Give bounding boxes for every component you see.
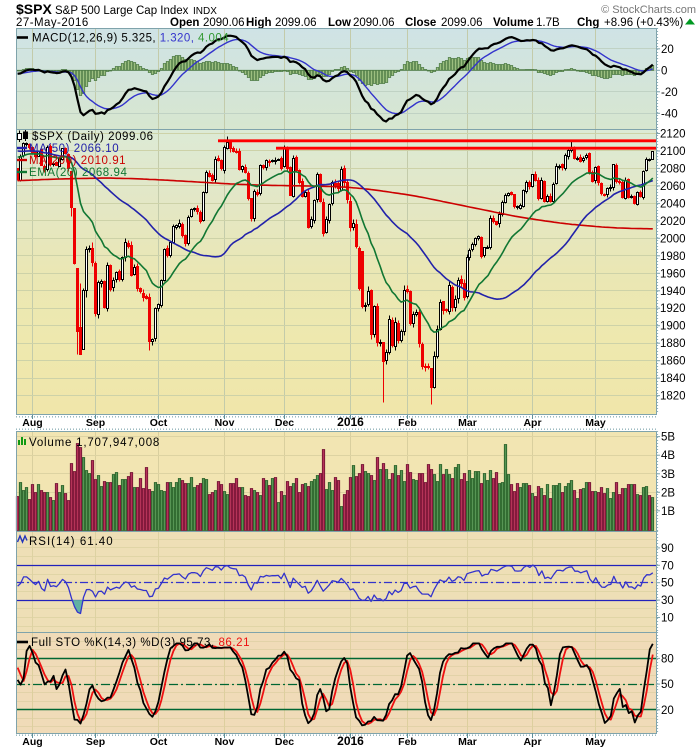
- svg-text:50: 50: [661, 679, 674, 691]
- svg-text:2090.06: 2090.06: [353, 17, 395, 29]
- svg-text:70: 70: [661, 560, 674, 572]
- svg-text:Open: Open: [170, 17, 199, 29]
- svg-text:$SPX: $SPX: [16, 1, 52, 17]
- svg-text:Close: Close: [405, 17, 436, 29]
- svg-text:Feb: Feb: [398, 417, 417, 429]
- svg-text:1900: 1900: [660, 321, 686, 333]
- svg-text:2000: 2000: [660, 233, 686, 245]
- svg-text:2099.06: 2099.06: [275, 17, 317, 29]
- svg-text:EMA(20) 2068.94: EMA(20) 2068.94: [29, 167, 127, 179]
- svg-text:2120: 2120: [660, 129, 686, 141]
- svg-text:4B: 4B: [661, 450, 675, 462]
- svg-text:Apr: Apr: [523, 417, 541, 429]
- svg-text:-20: -20: [661, 87, 678, 99]
- svg-text:2040: 2040: [660, 198, 686, 210]
- svg-text:2020: 2020: [660, 216, 686, 228]
- svg-text:© StockCharts.com: © StockCharts.com: [601, 4, 696, 16]
- svg-text:MA(50) 2066.10: MA(50) 2066.10: [29, 143, 119, 155]
- svg-text:Dec: Dec: [275, 417, 294, 429]
- svg-text:Mar: Mar: [458, 736, 477, 748]
- svg-text:2060: 2060: [660, 181, 686, 193]
- svg-text:2080: 2080: [660, 163, 686, 175]
- svg-text:1B: 1B: [661, 506, 675, 518]
- svg-text:1.7B: 1.7B: [536, 17, 560, 29]
- svg-text:2B: 2B: [661, 487, 675, 499]
- svg-text:10: 10: [661, 613, 674, 625]
- svg-text:$SPX (Daily) 2099.06: $SPX (Daily) 2099.06: [32, 131, 154, 143]
- svg-text:2090.06: 2090.06: [203, 17, 245, 29]
- svg-text:Chg: Chg: [577, 17, 599, 29]
- svg-text:RSI(14) 61.40: RSI(14) 61.40: [29, 536, 114, 548]
- svg-text:20: 20: [661, 44, 674, 56]
- svg-text:Oct: Oct: [150, 736, 168, 748]
- svg-text:Low: Low: [328, 17, 351, 29]
- svg-text:2016: 2016: [337, 734, 364, 748]
- svg-text:May: May: [585, 417, 606, 429]
- svg-text:1860: 1860: [660, 356, 686, 368]
- svg-text:MA(200) 2010.91: MA(200) 2010.91: [29, 155, 126, 167]
- svg-text:90: 90: [661, 543, 674, 555]
- svg-text:20: 20: [661, 705, 674, 717]
- svg-text:5B: 5B: [661, 432, 675, 444]
- svg-text:-40: -40: [661, 108, 678, 120]
- svg-text:1920: 1920: [660, 303, 686, 315]
- svg-text:Nov: Nov: [215, 417, 235, 429]
- svg-text:3B: 3B: [661, 469, 675, 481]
- svg-text:Mar: Mar: [458, 417, 477, 429]
- svg-text:50: 50: [661, 578, 674, 590]
- svg-text:Full STO %K(14,3) %D(3) 95.73,: Full STO %K(14,3) %D(3) 95.73, 86.21: [31, 637, 250, 649]
- svg-text:Volume: Volume: [493, 17, 534, 29]
- svg-text:2016: 2016: [337, 415, 364, 429]
- svg-text:Dec: Dec: [275, 736, 294, 748]
- svg-text:MACD(12,26,9) 5.325, 1.320, 4.: MACD(12,26,9) 5.325, 1.320, 4.004: [32, 33, 229, 45]
- svg-text:1820: 1820: [660, 391, 686, 403]
- svg-text:Aug: Aug: [22, 736, 42, 748]
- svg-text:27-May-2016: 27-May-2016: [16, 17, 89, 29]
- svg-text:Apr: Apr: [523, 736, 541, 748]
- svg-text:INDX: INDX: [193, 6, 217, 17]
- svg-text:1960: 1960: [660, 268, 686, 280]
- svg-text:Volume 1,707,947,008: Volume 1,707,947,008: [29, 437, 160, 449]
- svg-text:+8.96 (+0.43%): +8.96 (+0.43%): [604, 17, 683, 29]
- svg-text:Nov: Nov: [215, 736, 235, 748]
- svg-text:30: 30: [661, 595, 674, 607]
- svg-text:High: High: [246, 17, 272, 29]
- svg-text:Oct: Oct: [150, 417, 168, 429]
- svg-text:0: 0: [661, 65, 667, 77]
- svg-text:Sep: Sep: [86, 417, 105, 429]
- svg-text:Feb: Feb: [398, 736, 417, 748]
- svg-text:2100: 2100: [660, 146, 686, 158]
- svg-text:May: May: [585, 736, 606, 748]
- svg-text:Aug: Aug: [22, 417, 42, 429]
- svg-text:Sep: Sep: [86, 736, 105, 748]
- svg-text:2099.06: 2099.06: [441, 17, 483, 29]
- svg-text:1940: 1940: [660, 286, 686, 298]
- svg-text:S&P 500 Large Cap Index: S&P 500 Large Cap Index: [55, 5, 189, 17]
- svg-text:1840: 1840: [660, 373, 686, 385]
- svg-text:1880: 1880: [660, 338, 686, 350]
- svg-text:80: 80: [661, 653, 674, 665]
- svg-text:1980: 1980: [660, 251, 686, 263]
